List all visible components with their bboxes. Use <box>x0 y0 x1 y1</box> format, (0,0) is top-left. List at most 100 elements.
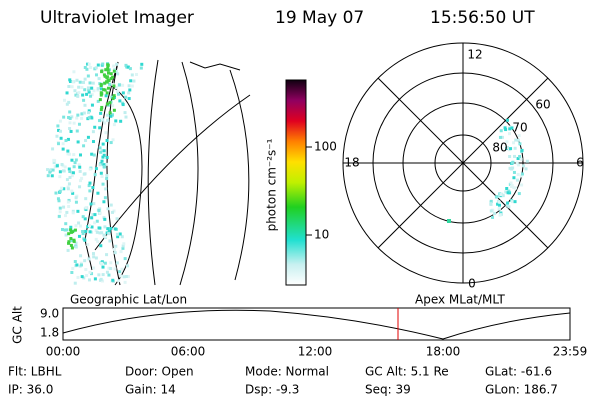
emission-pixel <box>75 194 79 198</box>
emission-pixel <box>126 264 130 268</box>
emission-pixel <box>73 260 77 264</box>
emission-pixel <box>106 66 110 70</box>
emission-pixel <box>505 146 509 150</box>
emission-pixel <box>84 206 88 210</box>
grid-arc <box>106 61 121 286</box>
emission-pixel <box>140 62 144 66</box>
emission-pixel <box>78 185 82 189</box>
emission-pixel <box>509 147 513 151</box>
emission-pixel <box>106 118 110 122</box>
emission-pixel <box>103 165 107 169</box>
emission-pixel <box>67 241 71 245</box>
emission-pixel <box>86 225 90 229</box>
emission-pixel <box>87 90 91 94</box>
emission-pixel <box>46 174 50 178</box>
emission-pixel <box>73 228 77 232</box>
emission-pixel <box>112 209 116 213</box>
emission-pixel <box>52 158 56 162</box>
emission-pixel <box>518 154 522 158</box>
emission-pixel <box>94 256 98 260</box>
emission-pixel <box>81 215 85 219</box>
emission-pixel <box>80 85 84 89</box>
emission-pixel <box>80 112 84 116</box>
emission-pixel <box>501 194 505 198</box>
emission-pixel <box>63 228 67 232</box>
emission-pixel <box>101 273 105 277</box>
emission-pixel <box>132 79 136 83</box>
emission-pixel <box>74 245 78 249</box>
emission-pixel <box>517 192 521 196</box>
emission-pixel <box>103 88 107 92</box>
emission-pixel <box>93 277 97 281</box>
status-field: Dsp: -9.3 <box>245 383 299 397</box>
mlat-label: 60 <box>535 98 550 112</box>
emission-pixel <box>99 150 103 154</box>
emission-pixel <box>489 202 493 206</box>
mlt-label: 0 <box>468 277 476 291</box>
emission-pixel <box>99 93 103 97</box>
emission-pixel <box>497 206 501 210</box>
altitude-curve <box>62 309 571 340</box>
emission-pixel <box>505 118 509 122</box>
emission-pixel <box>112 64 116 68</box>
emission-pixel <box>84 229 88 233</box>
emission-pixel <box>512 176 516 180</box>
emission-pixel <box>62 115 66 119</box>
emission-pixel <box>508 125 512 129</box>
emission-pixel <box>90 272 94 276</box>
status-field: IP: 36.0 <box>8 383 53 397</box>
emission-pixel <box>74 200 78 204</box>
emission-pixel <box>112 84 116 88</box>
status-field: Gain: 14 <box>125 383 176 397</box>
emission-pixel <box>121 103 125 107</box>
emission-pixel <box>67 232 71 236</box>
emission-pixel <box>112 94 116 98</box>
emission-pixel <box>116 235 120 239</box>
emission-pixel <box>98 231 102 235</box>
emission-pixel <box>83 217 87 221</box>
emission-pixel <box>72 238 76 242</box>
emission-pixel <box>60 227 64 231</box>
emission-pixel <box>88 167 92 171</box>
emission-pixel <box>84 197 88 201</box>
emission-pixel <box>118 270 122 274</box>
emission-pixel <box>71 211 75 215</box>
emission-pixel <box>506 201 510 205</box>
y-tick-label: 9.0 <box>40 307 59 321</box>
emission-pixel <box>108 82 112 86</box>
emission-pixel <box>77 91 81 95</box>
emission-pixel <box>94 237 98 241</box>
emission-pixel <box>78 169 82 173</box>
emission-pixel <box>71 209 75 213</box>
emission-pixel <box>115 232 119 236</box>
emission-pixel <box>101 182 105 186</box>
emission-pixel <box>505 140 509 144</box>
emission-pixel <box>500 135 504 139</box>
emission-pixel <box>81 93 85 97</box>
emission-pixel <box>99 277 103 281</box>
emission-pixel <box>88 230 92 234</box>
emission-pixel <box>498 213 502 217</box>
emission-pixel <box>59 136 63 140</box>
emission-pixel <box>79 263 83 267</box>
emission-pixel <box>108 101 112 105</box>
emission-pixel <box>57 214 61 218</box>
emission-pixel <box>515 161 519 165</box>
emission-pixel <box>71 80 75 84</box>
emission-pixel <box>91 252 95 256</box>
emission-pixel <box>82 98 86 102</box>
grid-arc <box>179 61 199 286</box>
aurora-oval <box>447 118 529 223</box>
grid-arc <box>94 94 251 251</box>
emission-pixel <box>102 149 106 153</box>
emission-pixel <box>516 138 520 142</box>
emission-pixel <box>513 200 517 204</box>
emission-pixel <box>80 176 84 180</box>
emission-pixel <box>58 170 62 174</box>
emission-pixel <box>62 169 66 173</box>
emission-pixel <box>493 212 497 216</box>
emission-pixel <box>92 202 96 206</box>
emission-pixel <box>87 111 91 115</box>
emission-pixel <box>65 228 69 232</box>
emission-pixel <box>121 246 125 250</box>
